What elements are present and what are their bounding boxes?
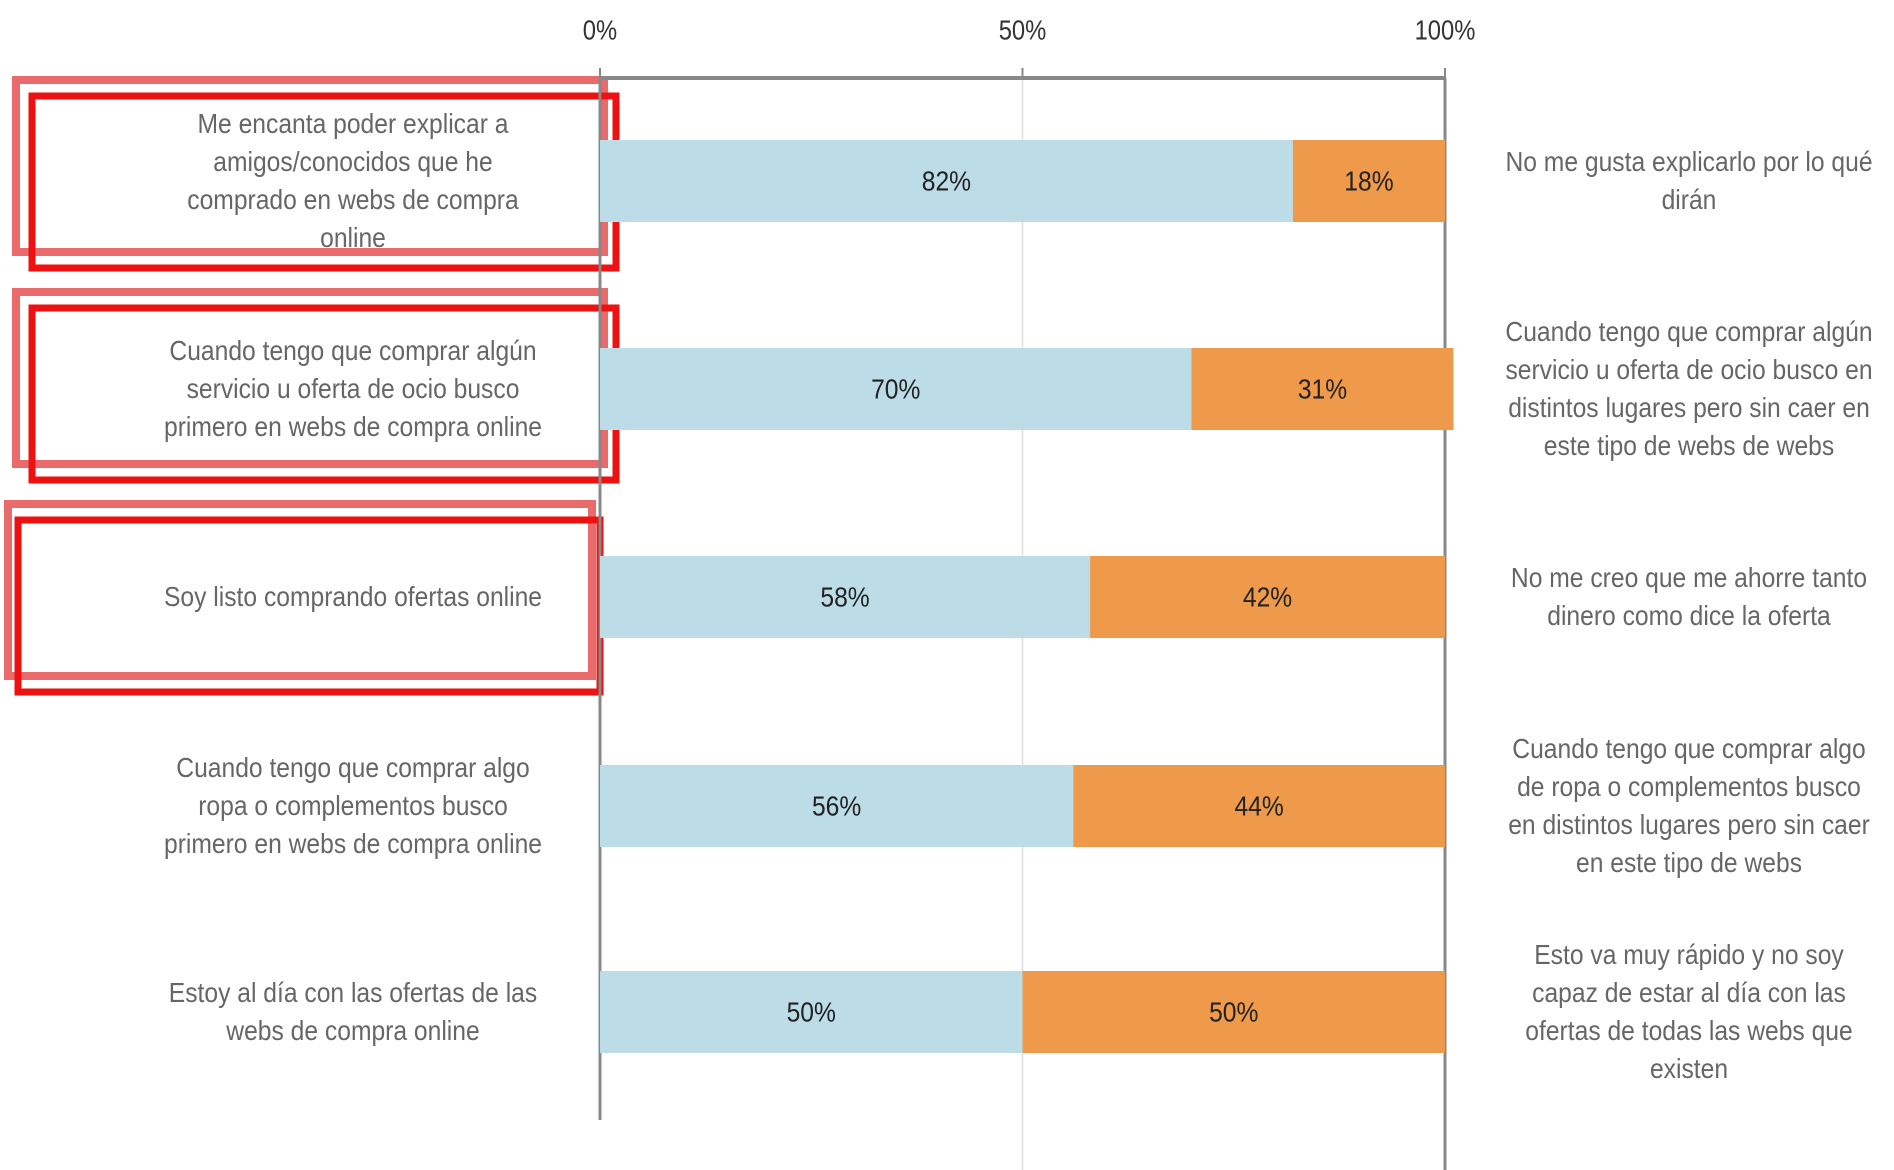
bar-segment (600, 765, 1074, 847)
bar-segment (600, 556, 1091, 638)
value-label: 58% (820, 581, 869, 613)
value-label: 50% (787, 996, 836, 1028)
value-label: 42% (1243, 581, 1292, 613)
x-tick-label: 100% (1415, 14, 1476, 46)
highlight-shadow (4, 500, 596, 680)
value-label: 31% (1298, 373, 1347, 405)
value-label: 44% (1234, 790, 1283, 822)
bar-segment (600, 348, 1192, 430)
bar-segment (600, 971, 1023, 1053)
right-label: Esto va muy rápido y no soy capaz de est… (1525, 939, 1853, 1084)
right-label: No me creo que me ahorre tanto dinero co… (1510, 562, 1868, 631)
bar-segment (1292, 140, 1445, 222)
category-label: Me encanta poder explicar a amigos/conoc… (187, 108, 519, 253)
bar-segment (1022, 971, 1445, 1053)
bar-segment (1073, 765, 1445, 847)
category-label: Estoy al día con las ofertas de las webs… (168, 977, 538, 1046)
right-label: Cuando tengo que comprar algo de ropa o … (1508, 733, 1870, 878)
bar-segment (600, 140, 1293, 222)
value-label: 56% (812, 790, 861, 822)
right-label: Cuando tengo que comprar algún servicio … (1505, 316, 1873, 461)
x-tick-label: 0% (583, 14, 617, 46)
bar-segment (1090, 556, 1445, 638)
value-label: 18% (1344, 165, 1393, 197)
right-label: No me gusta explicarlo por lo qué dirán (1505, 146, 1873, 215)
value-label: 82% (922, 165, 971, 197)
category-label: Soy listo comprando ofertas online (163, 581, 543, 612)
value-label: 50% (1209, 996, 1258, 1028)
category-label: Cuando tengo que comprar algo ropa o com… (163, 752, 543, 859)
value-label: 70% (871, 373, 920, 405)
category-label: Cuando tengo que comprar algún servicio … (163, 335, 543, 442)
x-tick-label: 50% (999, 14, 1047, 46)
bar-segment (1191, 348, 1454, 430)
